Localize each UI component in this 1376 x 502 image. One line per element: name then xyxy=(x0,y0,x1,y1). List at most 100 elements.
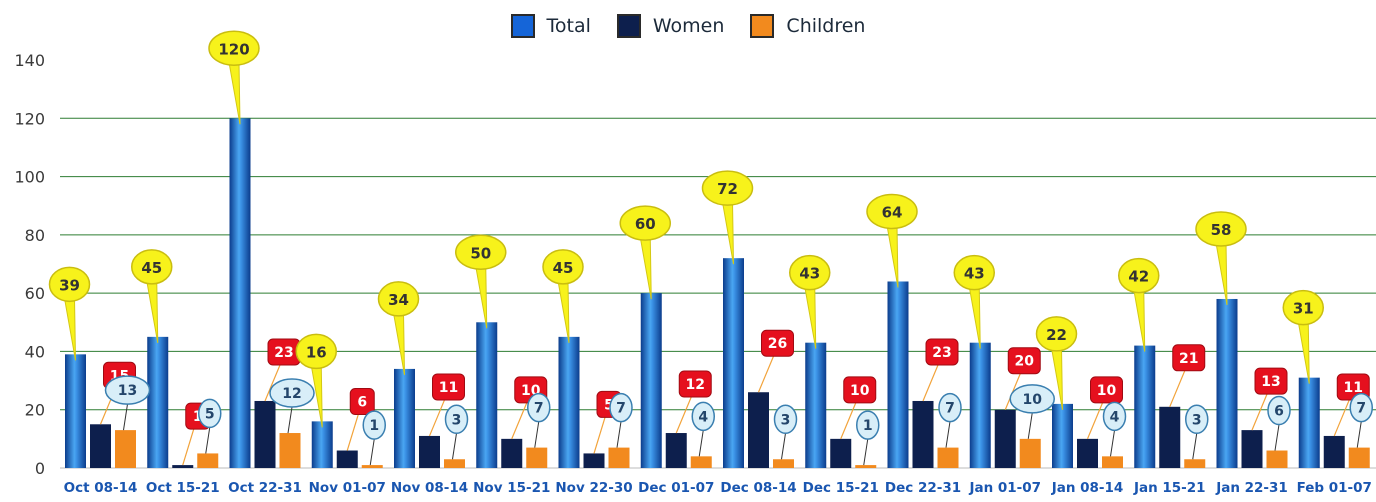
y-tick-label: 40 xyxy=(25,342,45,361)
bar-children xyxy=(1348,447,1370,468)
callout-leader-children xyxy=(1356,421,1362,448)
bar-total xyxy=(147,336,169,468)
bar-children xyxy=(1019,438,1041,468)
bar-total xyxy=(969,342,991,468)
data-label-total: 34 xyxy=(388,291,409,309)
bar-women xyxy=(1323,435,1345,468)
bar-children xyxy=(690,456,712,468)
callout-pointer-total xyxy=(475,265,488,329)
callout-total xyxy=(48,266,91,303)
callout-total xyxy=(619,205,671,241)
bar-children xyxy=(279,433,301,468)
callout-pointer-total xyxy=(557,280,570,343)
callout-leader-women xyxy=(264,364,281,402)
callout-total xyxy=(542,249,584,285)
bar-women xyxy=(90,424,111,468)
callout-leader-children xyxy=(1192,433,1198,460)
bar-total xyxy=(476,322,498,468)
callout-leader-children xyxy=(698,430,704,457)
legend-swatch-total xyxy=(510,14,535,38)
data-label-total: 72 xyxy=(717,180,738,198)
x-tick-label: Jan 15-21 xyxy=(1133,480,1206,496)
x-tick-label: Nov 15-21 xyxy=(473,480,550,496)
callout-children xyxy=(1267,395,1291,426)
y-tick-label: 140 xyxy=(14,51,45,70)
data-label-children: 7 xyxy=(616,401,626,417)
callout-pointer-total xyxy=(1215,242,1228,306)
callout-leader-women xyxy=(757,355,775,393)
callout-leader-children xyxy=(1110,430,1115,457)
legend-swatch-children xyxy=(750,14,775,38)
data-label-total: 120 xyxy=(218,40,249,58)
bar-women xyxy=(419,435,440,468)
legend-item-women: Women xyxy=(616,14,725,38)
callout-children xyxy=(691,401,715,432)
bar-children xyxy=(1184,459,1206,468)
bar-children xyxy=(608,447,630,468)
callout-women xyxy=(1172,344,1206,372)
bar-women xyxy=(501,438,523,468)
bar-total xyxy=(1298,377,1320,468)
legend-item-children: Children xyxy=(750,14,865,38)
bar-total xyxy=(887,281,909,468)
bar-total xyxy=(805,342,827,468)
x-tick-label: Jan 22-31 xyxy=(1215,480,1288,496)
callout-children xyxy=(527,392,551,423)
data-label-children: 5 xyxy=(205,406,215,422)
bar-children xyxy=(855,465,877,468)
callout-children xyxy=(269,378,315,408)
callout-leader-women xyxy=(1086,402,1104,440)
legend-label-women: Women xyxy=(652,15,725,37)
x-tick-label: Jan 01-07 xyxy=(968,480,1041,496)
legend-label-children: Children xyxy=(786,15,866,37)
callout-children xyxy=(773,404,798,435)
bar-children xyxy=(361,465,383,468)
data-label-children: 1 xyxy=(369,418,379,434)
bar-children xyxy=(937,447,959,468)
callout-children xyxy=(938,392,962,423)
x-tick-label: Dec 01-07 xyxy=(638,480,714,496)
callout-total xyxy=(1118,257,1160,294)
callout-leader-children xyxy=(781,433,786,460)
data-label-women: 23 xyxy=(274,345,293,361)
x-tick-label: Jan 08-14 xyxy=(1051,480,1124,496)
data-label-children: 7 xyxy=(945,401,955,417)
bar-women xyxy=(172,465,194,468)
callout-total xyxy=(1195,211,1247,247)
y-tick-label: 0 xyxy=(35,459,45,478)
callout-women xyxy=(678,370,712,398)
x-tick-label: Oct 08-14 xyxy=(64,480,138,496)
data-label-children: 1 xyxy=(863,418,873,434)
callout-children xyxy=(856,410,880,440)
data-label-women: 23 xyxy=(932,345,951,361)
bar-women xyxy=(336,450,358,468)
x-tick-label: Nov 08-14 xyxy=(391,480,468,496)
callout-total xyxy=(701,170,754,206)
data-label-children: 3 xyxy=(452,412,462,428)
x-tick-label: Dec 15-21 xyxy=(803,480,879,496)
bar-women xyxy=(1077,438,1098,468)
data-label-women: 1 xyxy=(193,409,203,425)
callout-women xyxy=(349,388,375,416)
bar-total xyxy=(311,421,333,468)
callout-children xyxy=(104,375,151,405)
callout-total xyxy=(789,254,831,291)
callout-children xyxy=(1185,404,1209,435)
x-tick-label: Oct 15-21 xyxy=(146,480,220,496)
callout-total xyxy=(953,254,995,291)
bar-total xyxy=(558,336,580,468)
callout-leader-women xyxy=(1169,370,1186,408)
data-label-children: 3 xyxy=(1192,412,1202,428)
bar-total xyxy=(394,368,415,468)
callout-leader-women xyxy=(1251,393,1268,431)
callout-women xyxy=(925,338,959,366)
data-label-total: 45 xyxy=(553,259,574,277)
data-label-children: 4 xyxy=(698,409,708,425)
bar-women xyxy=(748,392,769,468)
x-tick-label: Dec 22-31 xyxy=(885,480,961,496)
callout-total xyxy=(455,234,507,271)
callout-leader-children xyxy=(1274,424,1280,451)
bar-total xyxy=(1216,298,1238,468)
data-label-total: 31 xyxy=(1293,300,1314,318)
